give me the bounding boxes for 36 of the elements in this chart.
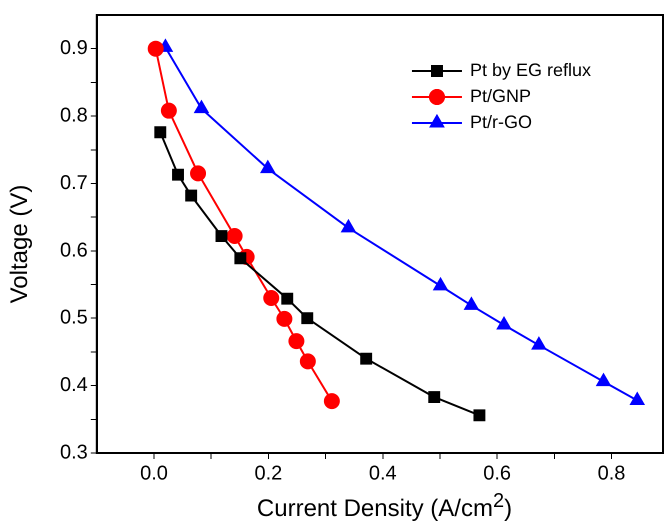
point — [172, 168, 184, 181]
point — [160, 102, 177, 119]
x-tick-label: 0.2 — [254, 462, 282, 485]
x-tick-label: 0.8 — [598, 462, 626, 485]
legend-label: Pt/r-GO — [470, 112, 532, 132]
point — [216, 230, 228, 242]
point — [234, 252, 246, 264]
y-tick-label: 0.7 — [60, 172, 88, 194]
point — [185, 190, 198, 202]
y-tick-label: 0.4 — [60, 374, 88, 396]
point — [428, 391, 440, 404]
point — [263, 290, 280, 306]
point — [226, 228, 243, 244]
point — [288, 333, 304, 350]
point — [360, 352, 372, 365]
x-tick-label: 0.6 — [483, 462, 512, 485]
y-tick-label: 0.5 — [60, 306, 88, 329]
y-tick-label: 0.8 — [60, 104, 88, 127]
point — [148, 40, 164, 57]
point — [300, 353, 316, 370]
y-axis-title: Voltage (V) — [6, 184, 34, 306]
x-axis-title: Current Density (A/cm$^{2}$) — [256, 490, 514, 523]
point — [281, 292, 294, 305]
point — [276, 310, 292, 327]
point — [154, 126, 166, 138]
y-tick-label: 0.6 — [60, 239, 88, 262]
legend-label: Pt by EG reflux — [470, 60, 592, 80]
point — [473, 409, 486, 422]
point — [324, 393, 340, 410]
x-tick-label: 0.0 — [140, 462, 168, 485]
point — [301, 312, 314, 324]
point — [190, 165, 206, 182]
y-tick-label: 0.9 — [60, 37, 88, 60]
legend-label: Pt/GNP — [470, 86, 531, 106]
y-tick-label: 0.3 — [60, 442, 88, 464]
x-tick-label: 0.4 — [368, 462, 397, 485]
